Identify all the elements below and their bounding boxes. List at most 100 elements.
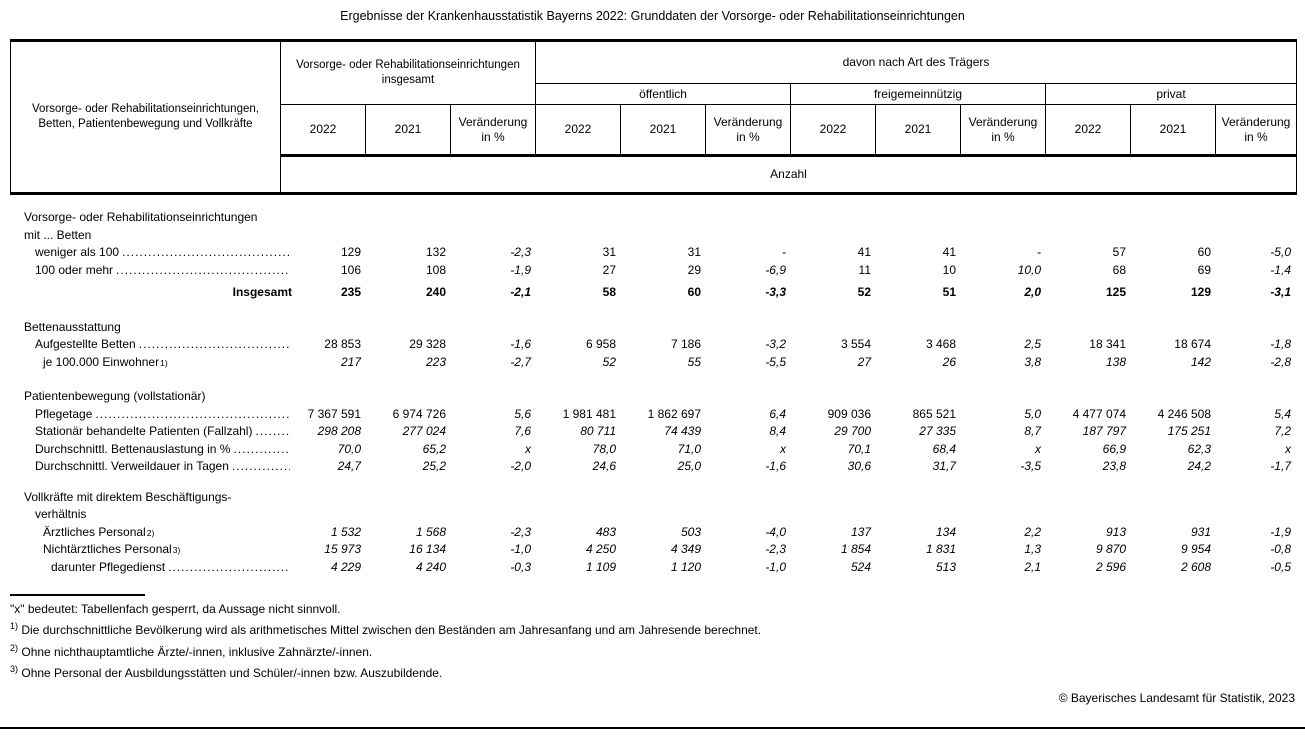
value-cell: -3,5	[1020, 459, 1041, 473]
dot-leader	[232, 458, 290, 476]
value-cell: -1,6	[510, 337, 531, 351]
value-cell: x	[780, 441, 786, 456]
table-row: Aufgestellte Betten 28 853 29 328 -1,6 6 958…	[20, 336, 1295, 354]
value-cell: 1 120	[670, 559, 701, 574]
page-title: Ergebnisse der Krankenhausstatistik Baye…	[340, 9, 965, 23]
value-cell: 66,9	[1102, 441, 1126, 456]
row-label-cell: Ärztliches Personal 2)	[20, 524, 298, 542]
value-cell: -2,8	[1270, 354, 1291, 369]
value-cell: -1,9	[1270, 524, 1291, 539]
row-label-cell: Pflegetage	[20, 406, 298, 424]
value-cell: 223	[425, 354, 446, 369]
table-row: Vollkräfte mit direktem Beschäftigungs-	[20, 489, 1295, 507]
row-heading: Vorsorge- oder Rehabilitationseinrichtun…	[24, 210, 258, 224]
row-heading: mit ... Betten	[24, 227, 92, 242]
value-cell: 31	[602, 245, 616, 259]
value-cell: 51	[942, 285, 956, 299]
row-label-cell: Stationär behandelte Patienten (Fallzahl…	[20, 423, 298, 441]
dot-leader	[233, 441, 290, 459]
table-row: Bettenausstattung	[20, 319, 1295, 337]
value-cell: 24,2	[1187, 459, 1211, 473]
value-cell: 68,4	[932, 441, 956, 456]
value-cell: 6 974 726	[392, 406, 446, 421]
value-cell: 4 349	[670, 542, 701, 556]
row-heading: Bettenausstattung	[24, 319, 121, 334]
value-cell: 524	[850, 559, 871, 574]
value-cell: -1,4	[1270, 262, 1291, 277]
value-cell: 16 134	[409, 542, 446, 556]
value-cell: 175 251	[1167, 424, 1211, 438]
footnote-text: Ohne nichthauptamtliche Ärzte/-innen, in…	[21, 644, 373, 659]
dot-leader	[116, 262, 290, 280]
row-label-cell: je 100.000 Einwohner 1)	[20, 354, 298, 372]
value-cell: 23,8	[1102, 459, 1126, 473]
row-label-cell: Vollkräfte mit direktem Beschäftigungs-	[20, 489, 1305, 507]
row-label-cell: mit ... Betten	[20, 227, 1305, 245]
value-cell: -	[782, 245, 786, 259]
row-label: je 100.000 Einwohner	[43, 354, 160, 369]
value-cell: -1,9	[510, 262, 531, 277]
value-cell: 909 036	[827, 406, 871, 421]
table-row: Stationär behandelte Patienten (Fallzahl…	[20, 423, 1295, 441]
value-cell: 1 862 697	[647, 406, 701, 421]
value-cell: 26	[942, 354, 956, 369]
value-cell: 5,4	[1274, 406, 1291, 421]
value-cell: 30,6	[847, 459, 871, 473]
value-cell: 217	[340, 354, 361, 369]
row-label: Insgesamt	[232, 285, 292, 299]
value-cell: 68	[1112, 262, 1126, 277]
value-cell: 1 109	[585, 559, 616, 574]
value-cell: 8,4	[769, 424, 786, 438]
value-cell: -1,0	[510, 542, 531, 556]
footnote-text: "x" bedeutet: Tabellenfach gesperrt, da …	[10, 601, 341, 616]
value-cell: 4 477 074	[1072, 406, 1126, 421]
dot-leader	[122, 244, 290, 262]
bottom-rule	[0, 727, 1305, 729]
value-cell: -5,5	[765, 354, 786, 369]
value-cell: 4 240	[415, 559, 446, 574]
footnote-marker: 1)	[10, 621, 19, 631]
row-label: Nichtärztliches Personal	[43, 542, 172, 556]
row-label-cell: Insgesamt	[20, 284, 298, 302]
value-cell: 29 700	[834, 424, 871, 438]
year-col-header: Veränderung in %	[1216, 104, 1296, 154]
value-cell: 65,2	[422, 441, 446, 456]
value-cell: 913	[1105, 524, 1126, 539]
value-cell: 1 532	[330, 524, 361, 539]
value-cell: -0,8	[1270, 542, 1291, 556]
footnote: 2) Ohne nichthauptamtliche Ärzte/-innen,…	[10, 640, 1305, 662]
copyright-note: © Bayerisches Landesamt für Statistik, 2…	[1058, 691, 1295, 705]
value-cell: 142	[1190, 354, 1211, 369]
value-cell: 125	[1105, 285, 1126, 299]
value-cell: 2,0	[1024, 285, 1041, 299]
row-heading: verhältnis	[35, 507, 87, 521]
value-cell: 2 596	[1095, 559, 1126, 574]
dot-leader	[168, 559, 290, 577]
row-label: weniger als 100	[35, 245, 120, 259]
value-cell: 31,7	[932, 459, 956, 473]
year-col-header: 2021	[876, 104, 961, 154]
value-cell: 27 335	[919, 424, 956, 438]
row-label-cell: Durchschnittl. Verweildauer in Tagen	[20, 458, 298, 476]
footnote: "x" bedeutet: Tabellenfach gesperrt, da …	[10, 601, 1305, 619]
value-cell: 24,7	[337, 459, 361, 473]
value-cell: 513	[935, 559, 956, 574]
row-heading: Vollkräfte mit direktem Beschäftigungs-	[24, 489, 232, 504]
year-col-header: Veränderung in %	[451, 104, 536, 154]
table-header: Vorsorge- oder Rehabilitationseinrichtun…	[10, 39, 1297, 195]
value-cell: -0,5	[1270, 559, 1291, 574]
value-cell: 1 854	[840, 542, 871, 556]
value-cell: 134	[935, 524, 956, 539]
row-label-cell: Vorsorge- oder Rehabilitationseinrichtun…	[20, 209, 1305, 227]
table-row: Pflegetage 7 367 591 6 974 726 5,6 1 981 481…	[20, 406, 1295, 424]
value-cell: 2,5	[1024, 337, 1041, 351]
table-row: Nichtärztliches Personal 3) 15 973 16 134 -1…	[20, 541, 1295, 559]
value-cell: -2,1	[510, 285, 531, 299]
value-cell: 27	[857, 354, 871, 369]
value-cell: 11	[858, 262, 871, 277]
value-cell: 29 328	[409, 337, 446, 351]
dot-leader	[255, 423, 290, 441]
value-cell: 58	[602, 285, 616, 299]
footnote-marker: 3)	[10, 664, 19, 674]
table-row: weniger als 100 129 132 -2,3 31 31 - 41 41 - 57 60 -…	[20, 244, 1295, 262]
